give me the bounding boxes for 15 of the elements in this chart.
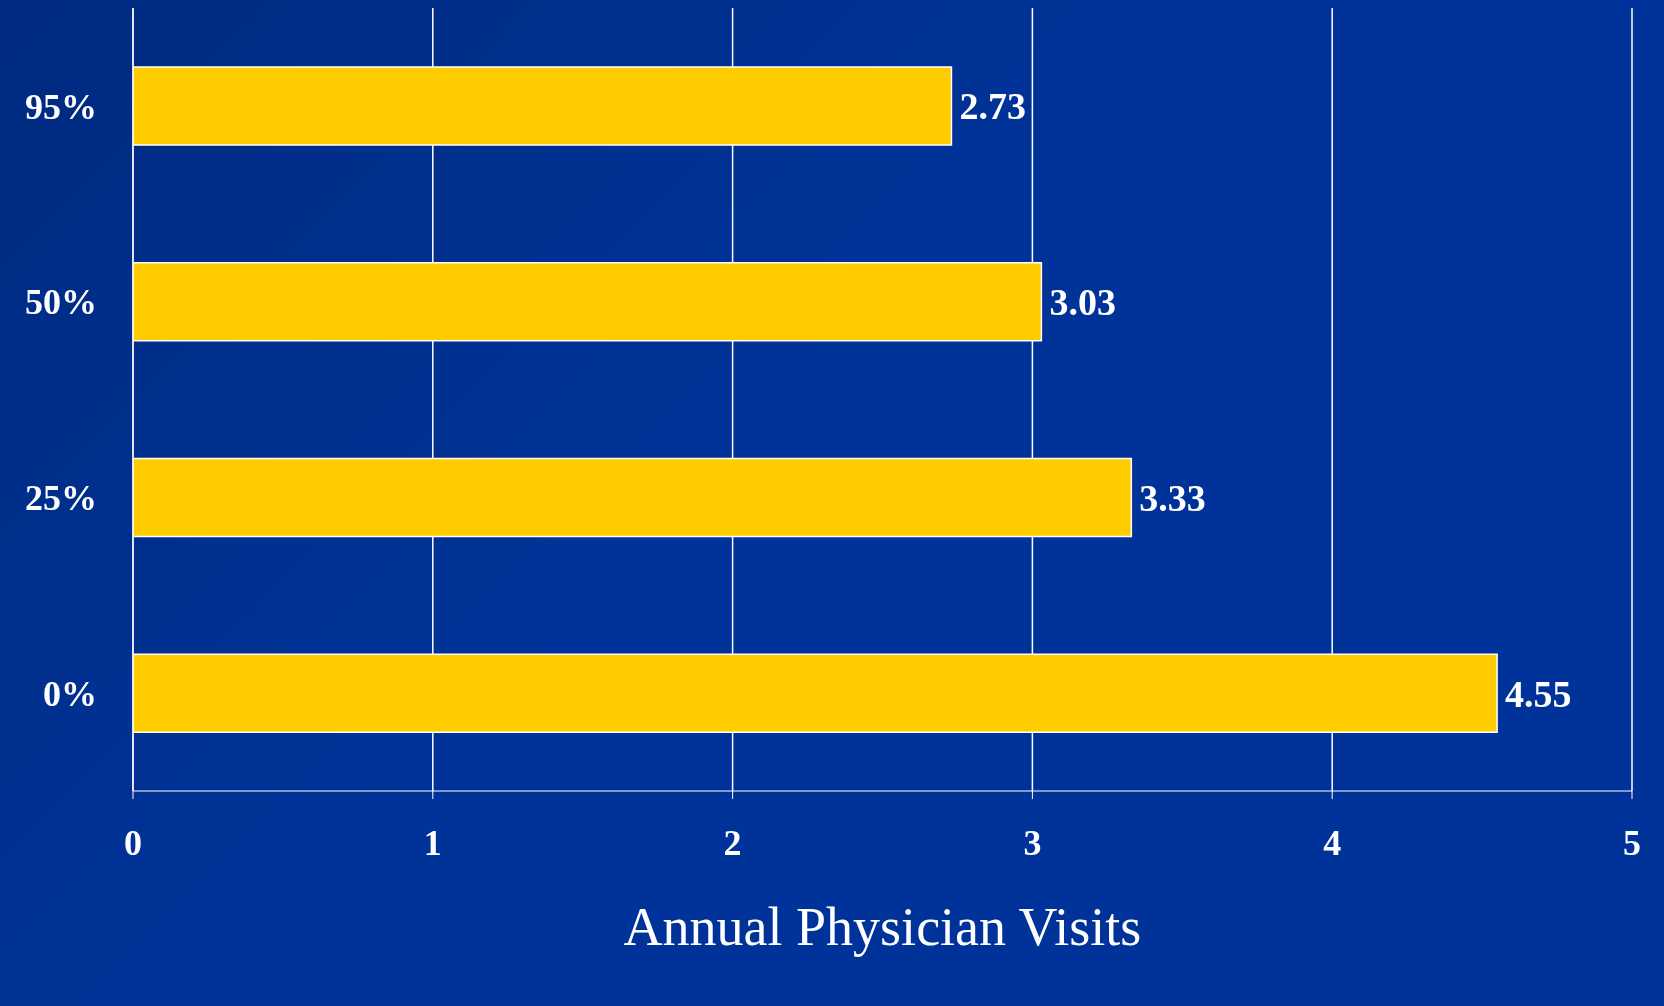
x-axis-title: Annual Physician Visits: [622, 896, 1143, 958]
x-tick-label: 5: [1623, 822, 1641, 863]
x-tick-label: 0: [124, 822, 142, 863]
x-tick-label: 2: [723, 822, 742, 863]
y-tick-label: 95%: [25, 86, 97, 127]
data-label: 3.03: [1049, 281, 1116, 324]
x-tick-label: 4: [1323, 822, 1342, 863]
data-label: 2.73: [959, 85, 1026, 128]
data-label: 3.33: [1139, 476, 1206, 519]
y-tick-label: 0%: [43, 673, 97, 714]
x-tick-label: 3: [1023, 822, 1042, 863]
y-tick-label: 25%: [25, 478, 97, 519]
data-label: 4.55: [1505, 672, 1572, 715]
y-tick-label: 50%: [25, 282, 97, 323]
x-tick-label: 1: [423, 822, 442, 863]
